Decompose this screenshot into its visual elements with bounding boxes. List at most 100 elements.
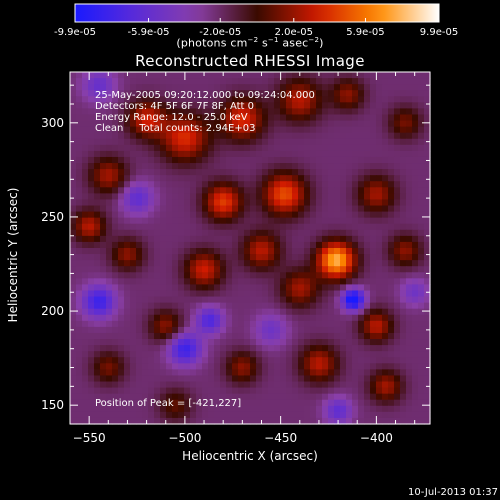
heatmap-cell — [394, 175, 401, 182]
heatmap-cell — [106, 126, 113, 134]
heatmap-cell — [328, 339, 335, 346]
heatmap-cell — [424, 205, 431, 213]
heatmap-cell — [394, 235, 401, 243]
heatmap-cell — [412, 102, 419, 110]
heatmap-cell — [202, 84, 209, 91]
heatmap-cell — [76, 387, 83, 395]
heatmap-cell — [76, 187, 83, 194]
heatmap-cell — [322, 284, 329, 292]
heatmap-cell — [382, 175, 389, 182]
heatmap-cell — [274, 199, 281, 207]
heatmap-cell — [394, 108, 401, 116]
heatmap-cell — [76, 260, 83, 267]
heatmap-cell — [160, 108, 167, 116]
heatmap-cell — [148, 266, 155, 273]
heatmap-cell — [328, 332, 335, 340]
heatmap-cell — [196, 211, 203, 219]
heatmap-cell — [106, 314, 113, 322]
heatmap-cell — [292, 108, 299, 116]
heatmap-cell — [382, 393, 389, 401]
heatmap-cell — [130, 96, 137, 103]
heatmap-cell — [130, 78, 137, 85]
heatmap-cell — [160, 357, 167, 364]
heatmap-cell — [130, 211, 137, 219]
heatmap-cell — [244, 211, 251, 219]
heatmap-cell — [178, 272, 185, 279]
heatmap-cell — [112, 357, 119, 364]
colorbar-tick-label: -9.9e-05 — [54, 27, 96, 38]
heatmap-cell — [190, 193, 197, 201]
heatmap-cell — [172, 108, 179, 116]
heatmap-cell — [136, 278, 143, 286]
heatmap-cell — [370, 381, 377, 389]
heatmap-cell — [76, 254, 83, 261]
heatmap-cell — [274, 411, 281, 419]
heatmap-cell — [346, 417, 353, 425]
heatmap-cell — [172, 417, 179, 425]
heatmap-cell — [112, 150, 119, 158]
heatmap-cell — [280, 223, 287, 231]
heatmap-cell — [340, 411, 347, 419]
heatmap-cell — [250, 248, 257, 255]
heatmap-cell — [382, 326, 389, 334]
heatmap-cell — [184, 308, 191, 316]
heatmap-cell — [352, 375, 359, 383]
heatmap-cell — [202, 108, 209, 116]
heatmap-cell — [88, 278, 95, 286]
heatmap-cell — [262, 229, 269, 237]
heatmap-cell — [364, 296, 371, 304]
heatmap-cell — [262, 108, 269, 116]
heatmap-cell — [184, 211, 191, 219]
heatmap-cell — [88, 296, 95, 304]
heatmap-cell — [400, 90, 407, 97]
heatmap-cell — [106, 205, 113, 213]
heatmap-cell — [310, 181, 317, 188]
heatmap-cell — [340, 399, 347, 407]
heatmap-cell — [166, 417, 173, 425]
heatmap-cell — [280, 399, 287, 407]
heatmap-cell — [304, 272, 311, 279]
heatmap-cell — [100, 126, 107, 134]
heatmap-cell — [394, 381, 401, 389]
heatmap-cell — [304, 138, 311, 146]
heatmap-cell — [388, 357, 395, 364]
heatmap-cell — [286, 84, 293, 91]
heatmap-cell — [400, 387, 407, 395]
heatmap-cell — [382, 278, 389, 286]
heatmap-cell — [232, 144, 239, 152]
heatmap-cell — [406, 199, 413, 207]
heatmap-cell — [82, 290, 89, 298]
heatmap-cell — [274, 387, 281, 395]
heatmap-cell — [184, 144, 191, 152]
heatmap-cell — [322, 266, 329, 273]
heatmap-cell — [322, 381, 329, 389]
heatmap-cell — [70, 302, 77, 310]
heatmap-cell — [274, 254, 281, 261]
heatmap-cell — [286, 138, 293, 146]
heatmap-cell — [412, 284, 419, 292]
heatmap-cell — [298, 96, 305, 103]
heatmap-cell — [400, 84, 407, 91]
heatmap-cell — [256, 181, 263, 188]
heatmap-cell — [226, 132, 233, 140]
heatmap-cell — [226, 363, 233, 370]
heatmap-cell — [226, 193, 233, 201]
heatmap-cell — [262, 78, 269, 85]
heatmap-cell — [106, 138, 113, 146]
heatmap-cell — [256, 351, 263, 358]
heatmap-cell — [400, 381, 407, 389]
heatmap-cell — [262, 96, 269, 103]
heatmap-cell — [118, 114, 125, 122]
heatmap-cell — [298, 332, 305, 340]
heatmap-cell — [100, 339, 107, 346]
heatmap-cell — [298, 84, 305, 91]
heatmap-cell — [232, 266, 239, 273]
heatmap-cell — [244, 363, 251, 370]
heatmap-cell — [172, 357, 179, 364]
heatmap-cell — [310, 241, 317, 249]
heatmap-cell — [220, 108, 227, 116]
heatmap-cell — [232, 132, 239, 140]
heatmap-cell — [190, 369, 197, 377]
heatmap-cell — [202, 272, 209, 279]
